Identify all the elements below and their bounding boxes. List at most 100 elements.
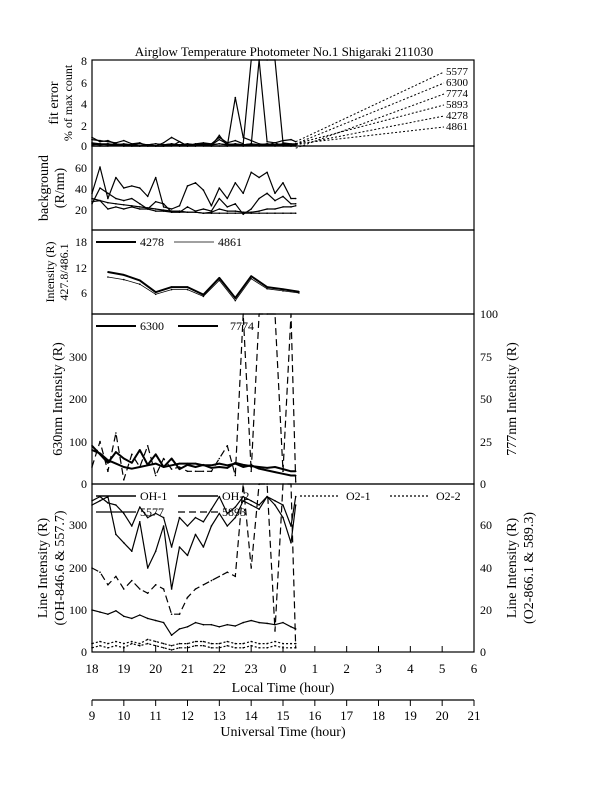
data-point <box>210 144 213 146</box>
data-point <box>91 136 93 139</box>
data-point <box>218 495 221 498</box>
data-point <box>186 525 189 527</box>
data-point <box>91 192 93 195</box>
blue-ylabel-unit: 427.8/486.1 <box>57 243 71 300</box>
line-rtick-40: 40 <box>480 561 492 575</box>
data-point <box>186 206 189 208</box>
data-point <box>99 500 101 502</box>
data-point <box>218 145 221 147</box>
data-point <box>186 554 189 557</box>
data-point <box>202 189 205 191</box>
data-point <box>139 208 141 210</box>
data-point <box>131 467 133 470</box>
series-background-b1 <box>91 166 296 210</box>
data-point <box>154 453 157 456</box>
data-point <box>250 139 252 142</box>
x-label-local: Local Time (hour) <box>232 681 335 696</box>
data-point <box>146 516 149 519</box>
data-point <box>294 642 297 645</box>
fit-tick-4: 4 <box>81 97 87 111</box>
data-point <box>218 457 221 460</box>
data-point <box>242 192 244 195</box>
data-point <box>154 550 157 552</box>
data-point <box>131 617 133 620</box>
data-point <box>146 207 149 209</box>
data-point <box>178 466 181 468</box>
data-point <box>250 212 252 214</box>
data-point <box>123 479 125 481</box>
series-line-intensity-oh-1 <box>91 496 297 590</box>
data-point <box>242 466 244 468</box>
data-point <box>107 462 109 464</box>
data-point <box>274 142 276 144</box>
data-point <box>226 145 229 147</box>
data-point <box>202 644 205 647</box>
data-point <box>274 471 276 473</box>
data-point <box>91 138 93 141</box>
data-point <box>99 495 101 498</box>
data-point <box>202 293 205 296</box>
data-point <box>99 199 101 202</box>
data-point <box>115 575 117 578</box>
data-point <box>218 208 221 210</box>
data-point <box>290 203 292 205</box>
x-label-utc: Universal Time (hour) <box>220 725 346 740</box>
data-point <box>266 192 268 195</box>
data-point <box>139 449 141 451</box>
red-tick-300: 300 <box>69 350 87 364</box>
data-point <box>131 640 133 643</box>
data-point <box>146 567 149 569</box>
data-point <box>218 466 221 468</box>
panel-background-frame <box>91 145 475 231</box>
data-point <box>218 642 221 645</box>
red-tick-200: 200 <box>69 392 87 406</box>
legend-label-o21: O2-1 <box>346 489 371 503</box>
blue-tick-12: 12 <box>75 261 87 275</box>
red-ylabel-left: 630nm Intensity (R) <box>51 342 66 456</box>
data-point <box>266 483 268 485</box>
data-point <box>107 276 109 278</box>
data-point <box>115 451 117 453</box>
data-point <box>91 466 93 468</box>
data-point <box>115 644 117 647</box>
data-point <box>266 143 268 145</box>
data-point <box>226 144 229 146</box>
data-point <box>178 468 181 470</box>
data-point <box>154 462 157 465</box>
data-point <box>115 462 117 465</box>
data-point <box>123 642 125 645</box>
data-point <box>131 197 133 200</box>
data-point <box>250 59 252 61</box>
data-point <box>123 204 125 206</box>
data-point <box>178 140 181 143</box>
series-background-b2 <box>91 187 296 215</box>
data-point <box>298 292 300 294</box>
data-point <box>242 143 244 145</box>
data-point <box>91 197 93 200</box>
data-point <box>162 145 165 147</box>
fit-legend-leader-5893 <box>295 104 445 145</box>
data-point <box>162 203 165 205</box>
data-point <box>274 192 276 195</box>
data-point <box>186 647 189 649</box>
data-point <box>131 206 133 208</box>
data-point <box>91 200 93 203</box>
ut-tick-label: 13 <box>213 708 226 723</box>
data-point <box>226 571 229 573</box>
data-point <box>250 504 252 506</box>
data-point <box>250 644 252 647</box>
lt-tick-label: 6 <box>471 661 478 676</box>
data-point <box>115 640 117 643</box>
data-point <box>266 642 268 645</box>
fit-legend-6300: 6300 <box>446 77 469 89</box>
data-point <box>194 516 197 519</box>
data-point <box>226 623 229 626</box>
data-point <box>178 613 181 615</box>
data-point <box>115 197 117 200</box>
data-point <box>258 508 260 511</box>
data-point <box>242 136 244 139</box>
data-point <box>290 483 292 485</box>
data-point <box>99 145 101 147</box>
data-point <box>154 619 157 622</box>
data-point <box>258 313 260 315</box>
